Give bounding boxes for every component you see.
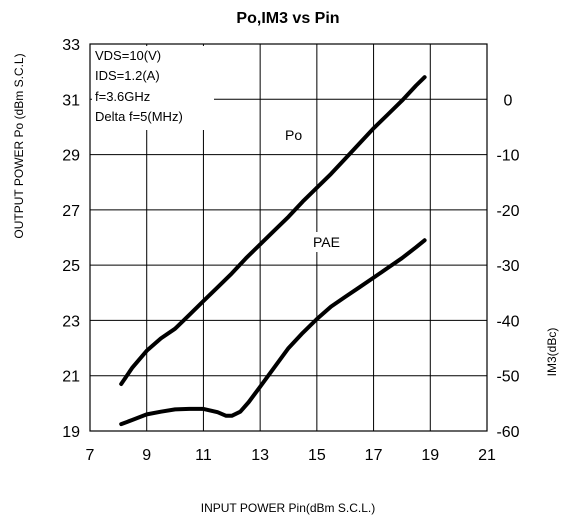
y-tick-label-right: 0 (504, 92, 513, 109)
series-line-po (119, 75, 427, 386)
y-tick-label-left: 31 (62, 92, 80, 109)
y-tick-label-left: 23 (62, 313, 80, 330)
pae-label-bg (308, 232, 346, 252)
y-axis-label-left: OUTPUT POWER Po (dBm S.C.L) (12, 53, 26, 238)
series-label-po: Po (285, 127, 302, 143)
condition-vds: VDS=10(V) (95, 48, 161, 63)
series-lines (92, 46, 427, 427)
x-tick-label: 13 (251, 447, 269, 464)
x-tick-label: 21 (478, 447, 496, 464)
x-tick-label: 19 (421, 447, 439, 464)
series-line-pae (119, 238, 427, 427)
x-tick-label: 7 (86, 447, 95, 464)
y-tick-label-right: -60 (496, 424, 519, 441)
x-tick-label: 17 (365, 447, 383, 464)
x-tick-label: 15 (308, 447, 326, 464)
series-label-pae: PAE (313, 234, 340, 250)
conditions-box: VDS=10(V) IDS=1.2(A) f=3.6GHz Delta f=5(… (95, 48, 183, 124)
y-tick-label-left: 25 (62, 258, 80, 275)
po-label-bg (280, 125, 312, 145)
x-tick-label: 11 (195, 447, 212, 464)
x-axis-label: INPUT POWER Pin(dBm S.C.L.) (201, 501, 375, 515)
y-tick-label-left: 21 (62, 369, 80, 386)
conditions-box-bg (92, 46, 214, 130)
y-axis-label-right: IM3(dBc) (545, 328, 559, 377)
plot-frame (89, 43, 488, 432)
y-tick-label-right: -40 (496, 313, 519, 330)
y-tick-label-right: -20 (496, 203, 519, 220)
condition-delta: Delta f=5(MHz) (95, 109, 183, 124)
x-tick-label: 9 (142, 447, 151, 464)
y-tick-label-right: -30 (496, 258, 519, 275)
y-tick-label-left: 33 (62, 37, 80, 54)
y-tick-label-right: -10 (496, 148, 519, 165)
tick-labels: 7 9 11 13 15 17 19 21 19 21 23 25 27 29 31 33 -60 -50 -40 -… (62, 37, 519, 464)
chart-title: Po,IM3 vs Pin (236, 10, 339, 27)
y-tick-label-left: 29 (62, 148, 80, 165)
y-tick-label-left: 19 (62, 424, 80, 441)
condition-ids: IDS=1.2(A) (95, 68, 160, 83)
y-tick-label-right: -50 (496, 369, 519, 386)
condition-freq: f=3.6GHz (95, 89, 150, 104)
y-tick-label-left: 27 (62, 203, 80, 220)
